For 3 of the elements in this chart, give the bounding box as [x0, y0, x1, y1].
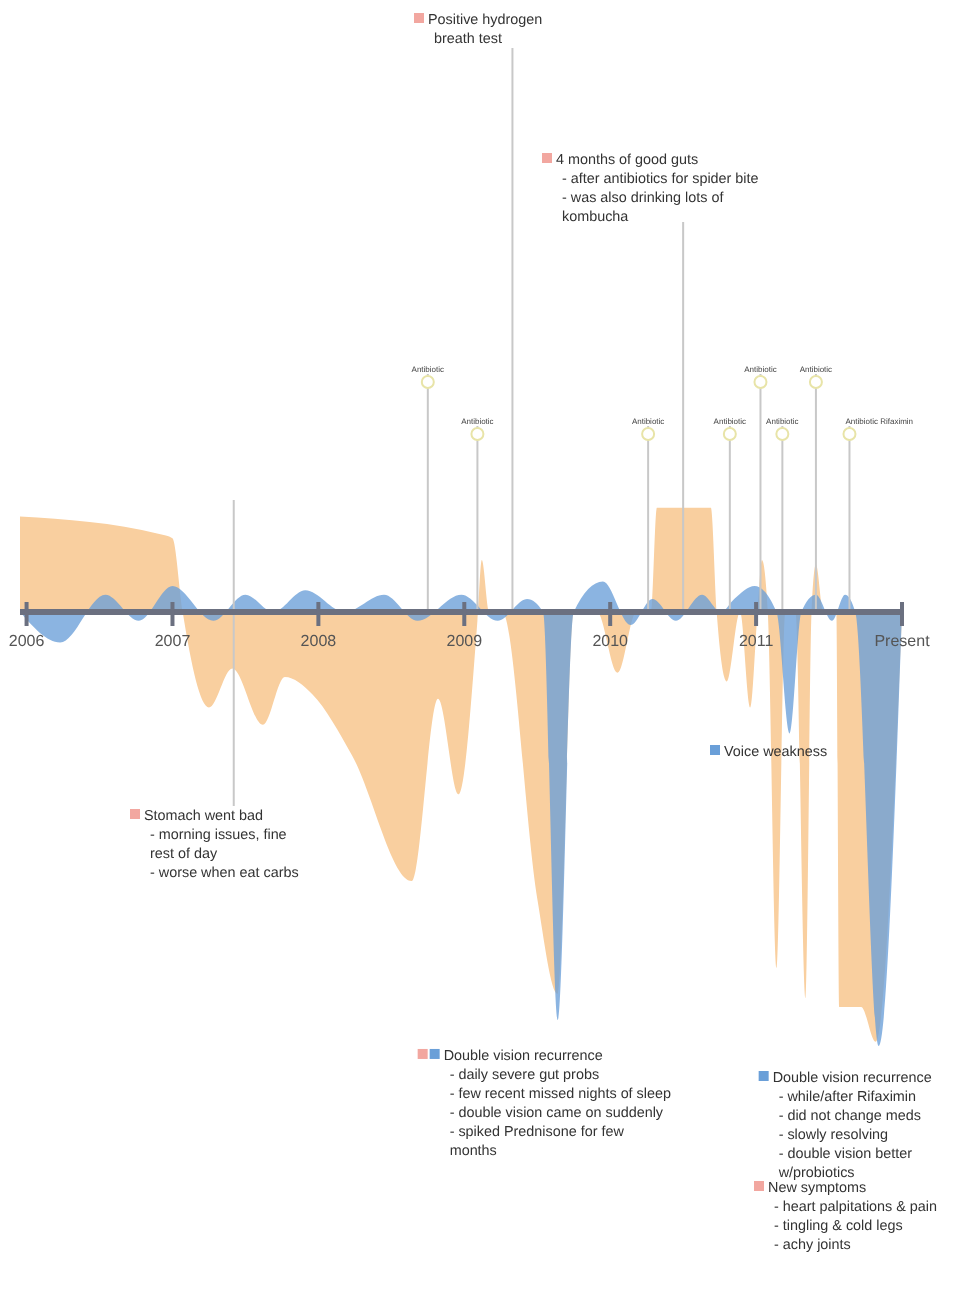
x-tick-label: 2011	[738, 632, 775, 651]
x-tick-label: 2008	[300, 632, 338, 651]
x-tick-label: 2006	[8, 632, 46, 651]
